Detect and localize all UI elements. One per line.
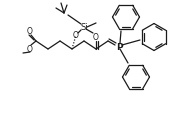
Text: O: O [93, 32, 99, 41]
Text: O: O [73, 31, 79, 40]
Text: P: P [116, 42, 122, 51]
Text: O: O [27, 27, 33, 36]
Text: O: O [27, 45, 33, 54]
Text: Si: Si [80, 23, 88, 32]
